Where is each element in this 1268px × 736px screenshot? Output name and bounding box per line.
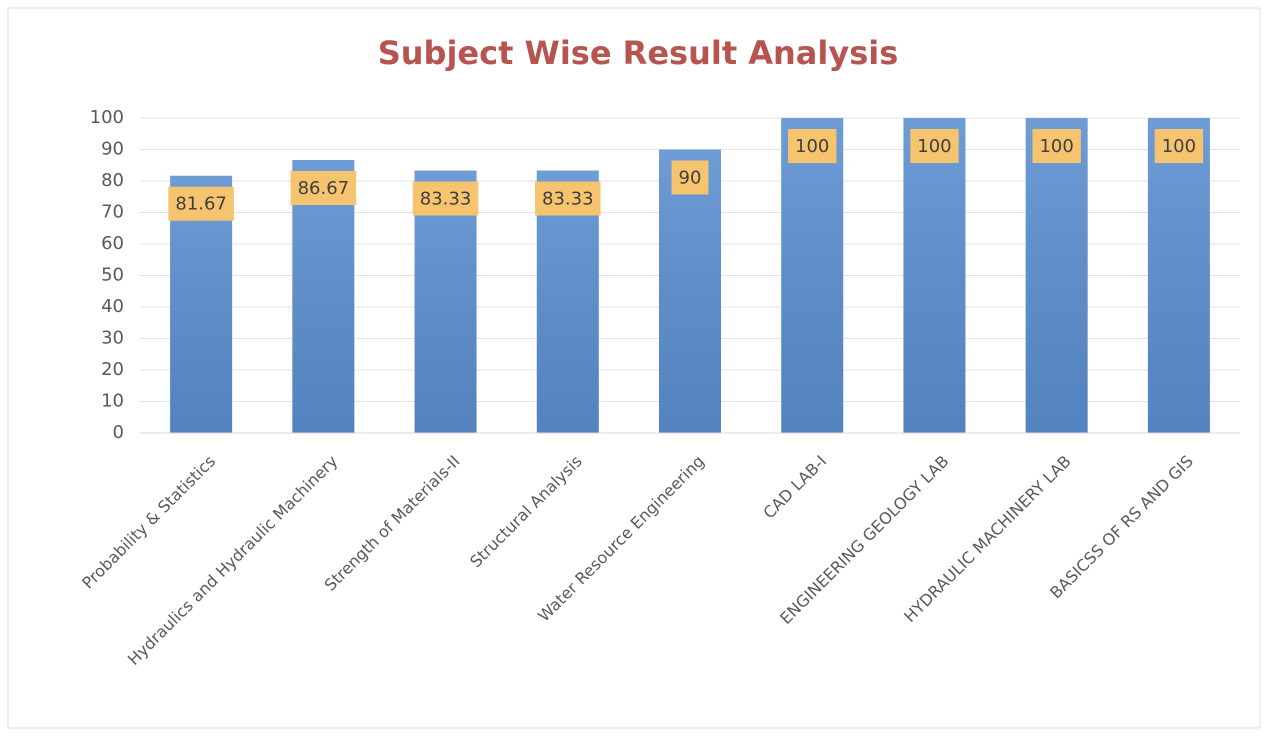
y-tick-label: 20: [101, 359, 124, 380]
bar-shade: [1025, 118, 1088, 433]
value-label: 86.67: [298, 178, 350, 199]
value-label: 100: [1039, 136, 1073, 157]
y-tick-label: 100: [90, 107, 124, 128]
value-label-box: [788, 129, 837, 163]
y-tick-label: 10: [101, 391, 124, 412]
bar-shade: [903, 118, 966, 433]
bar-shade: [292, 159, 355, 433]
value-label-box: [1154, 129, 1204, 163]
value-label-box: [910, 129, 959, 163]
y-tick-label: 0: [113, 422, 124, 443]
chart-title: Subject Wise Result Analysis: [378, 34, 899, 72]
value-label-box: [168, 186, 234, 221]
value-label: 100: [917, 136, 951, 157]
y-tick-label: 50: [101, 265, 124, 286]
value-label: 100: [795, 136, 829, 157]
y-tick-label: 60: [101, 233, 124, 254]
value-label: 83.33: [542, 189, 594, 210]
value-label-box: [1032, 129, 1081, 163]
value-label: 100: [1162, 136, 1196, 157]
y-tick-label: 80: [101, 170, 124, 191]
value-label: 90: [679, 168, 702, 189]
value-label-box: [412, 181, 479, 216]
bar-shade: [781, 118, 844, 433]
bar-shade: [659, 149, 721, 433]
value-label: 81.67: [175, 194, 227, 215]
y-tick-label: 40: [101, 296, 124, 317]
y-tick-label: 30: [101, 328, 124, 349]
value-label: 83.33: [420, 189, 472, 210]
value-label-box: [535, 181, 601, 216]
value-label-box: [671, 160, 709, 195]
y-tick-label: 70: [101, 202, 124, 223]
y-tick-label: 90: [101, 139, 124, 160]
value-label-box: [290, 170, 357, 205]
bar-shade: [1147, 118, 1210, 433]
